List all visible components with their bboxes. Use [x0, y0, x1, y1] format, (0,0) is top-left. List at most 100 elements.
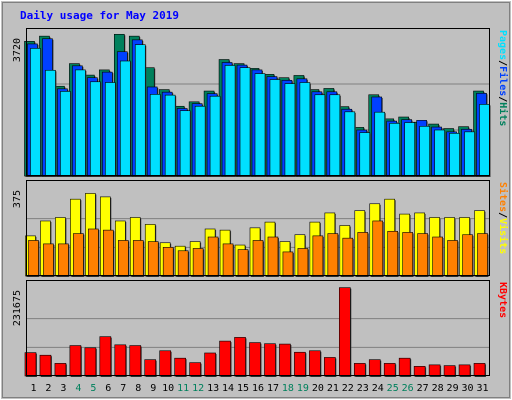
- bar-sites: [312, 235, 324, 277]
- bar-sites: [402, 232, 413, 277]
- bar-kbytes: [324, 357, 336, 377]
- bar-sites: [267, 236, 279, 277]
- y-tick-label: 231675: [12, 290, 23, 326]
- legend-entry: Visits: [497, 218, 509, 254]
- x-tick-label: 26: [402, 383, 414, 394]
- x-tick-label: 22: [342, 383, 354, 394]
- bar-kbytes: [204, 352, 216, 377]
- bar-sites: [117, 240, 129, 277]
- series-pages: [30, 44, 491, 178]
- bar-kbytes: [458, 364, 471, 377]
- panel-border: [26, 180, 490, 276]
- bar-pages: [404, 122, 415, 177]
- x-tick-label: 18: [282, 383, 294, 394]
- bar-pages: [119, 60, 131, 177]
- series-sites: [28, 220, 489, 277]
- x-tick-label: 24: [372, 383, 384, 394]
- x-axis-labels: 1 2 3 4 5 6 7 8 9 10 11 12 13 14 15 16 17 18 19 20 21 22 23 24 2…: [30, 383, 488, 394]
- bar-kbytes: [443, 365, 456, 377]
- bar-kbytes: [69, 345, 82, 377]
- x-tick-label: 10: [162, 383, 174, 394]
- bar-kbytes: [129, 345, 142, 377]
- bar-pages: [299, 82, 311, 177]
- bar-sites: [342, 237, 354, 277]
- x-tick-label: 14: [222, 383, 234, 394]
- x-tick-label: 9: [150, 383, 156, 394]
- bar-kbytes: [264, 343, 276, 377]
- x-tick-label: 1: [30, 383, 36, 394]
- x-tick-label: 28: [432, 383, 444, 394]
- x-tick-label: 15: [237, 383, 249, 394]
- panel-legend: KBytes: [497, 282, 508, 318]
- panel-visits_sites: 375 Sites/Visits: [12, 180, 509, 277]
- bar-kbytes: [84, 347, 97, 377]
- x-tick-label: 25: [387, 383, 399, 394]
- bar-pages: [479, 104, 490, 177]
- x-tick-label: 27: [417, 383, 429, 394]
- bar-kbytes: [99, 336, 112, 377]
- bar-sites: [297, 248, 309, 277]
- bar-pages: [149, 94, 161, 177]
- bar-pages: [194, 105, 206, 177]
- bar-kbytes: [249, 342, 261, 377]
- bar-sites: [103, 229, 114, 277]
- bar-sites: [252, 240, 264, 277]
- legend-entry: Sites: [497, 182, 509, 212]
- x-tick-label: 11: [177, 383, 189, 394]
- bar-pages: [359, 132, 371, 177]
- x-tick-label: 31: [476, 383, 488, 394]
- bar-pages: [449, 133, 460, 177]
- bar-kbytes: [428, 364, 441, 377]
- bar-kbytes: [473, 363, 486, 377]
- bar-sites: [462, 234, 473, 277]
- bar-sites: [58, 243, 69, 277]
- bar-kbytes: [159, 350, 171, 377]
- bar-pages: [434, 129, 445, 177]
- bar-kbytes: [114, 344, 127, 377]
- x-tick-label: 29: [447, 383, 459, 394]
- bar-kbytes: [368, 359, 381, 377]
- x-tick-label: 12: [192, 383, 204, 394]
- bar-pages: [389, 123, 401, 177]
- x-tick-label: 16: [252, 383, 264, 394]
- bar-sites: [132, 240, 144, 277]
- bar-pages: [464, 131, 475, 177]
- bar-pages: [239, 67, 251, 177]
- y-tick-label: 3720: [12, 38, 23, 62]
- bar-sites: [28, 240, 39, 277]
- bar-pages: [269, 79, 281, 177]
- legend-entry: /: [497, 96, 508, 102]
- bar-kbytes: [144, 359, 157, 377]
- bar-pages: [134, 44, 146, 177]
- bar-sites: [327, 233, 339, 277]
- x-tick-label: 5: [90, 383, 96, 394]
- bar-sites: [432, 236, 443, 277]
- x-tick-label: 17: [267, 383, 279, 394]
- bar-sites: [357, 232, 369, 277]
- bar-kbytes: [219, 340, 231, 377]
- bar-pages: [344, 111, 356, 177]
- legend-entry: Pages: [497, 30, 508, 60]
- bar-sites: [177, 250, 189, 277]
- bar-pages: [374, 111, 386, 177]
- bar-pages: [254, 73, 266, 177]
- x-tick-label: 3: [60, 383, 66, 394]
- bar-pages: [164, 94, 176, 177]
- panel-border: [26, 28, 490, 176]
- x-tick-label: 21: [327, 383, 339, 394]
- y-tick-label: 375: [12, 190, 23, 208]
- bar-sites: [88, 228, 99, 277]
- legend-entry: /: [497, 212, 508, 218]
- bar-kbytes: [234, 337, 246, 377]
- x-tick-label: 20: [312, 383, 324, 394]
- bar-pages: [45, 69, 56, 177]
- panel-legend: Pages/Files/Hits: [497, 30, 509, 126]
- bar-kbytes: [309, 350, 321, 377]
- bar-sites: [282, 251, 294, 277]
- bar-pages: [30, 48, 41, 177]
- bar-sites: [477, 233, 488, 277]
- bar-sites: [207, 236, 219, 277]
- x-tick-label: 13: [207, 383, 219, 394]
- bar-sites: [387, 230, 399, 277]
